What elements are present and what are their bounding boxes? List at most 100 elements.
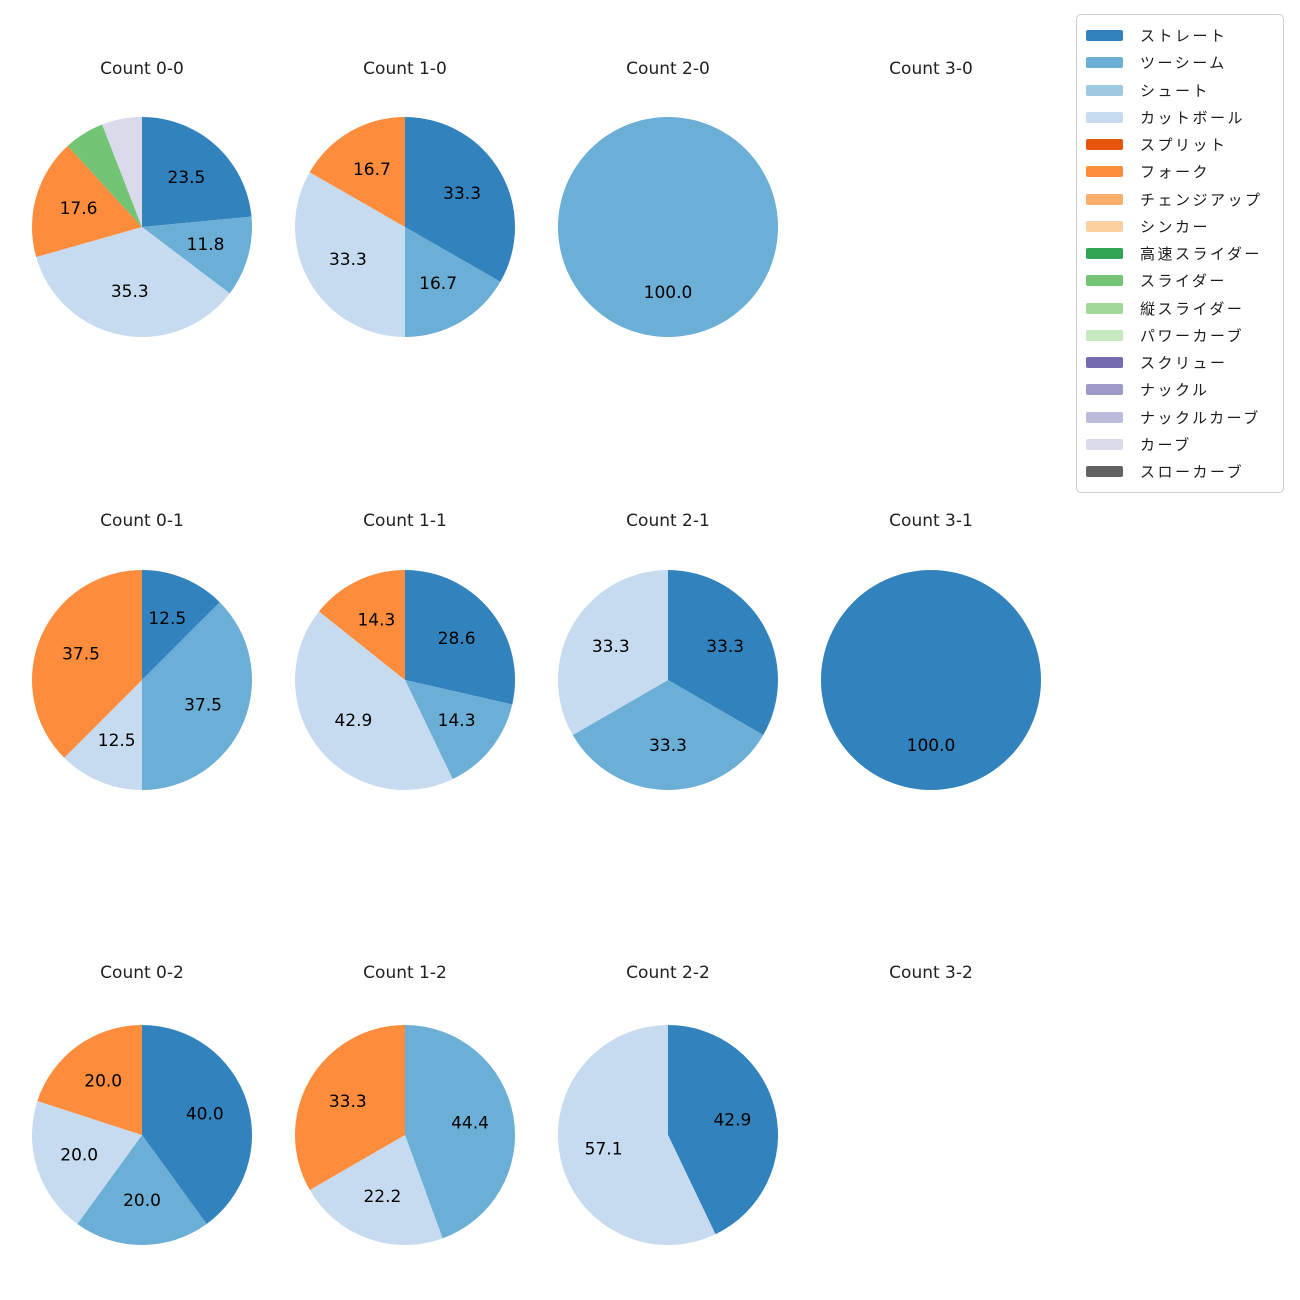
- legend-swatch: [1086, 193, 1123, 205]
- pie-slice-pct-label: 16.7: [353, 160, 391, 180]
- legend-label: スプリット: [1140, 136, 1228, 154]
- pie-slice: [142, 570, 220, 680]
- legend-item: ナックルカーブ: [1086, 404, 1279, 431]
- legend-item: スライダー: [1086, 267, 1279, 294]
- pie-slice-pct-label: 20.0: [84, 1072, 122, 1092]
- pie-slice: [31, 1101, 142, 1224]
- legend-swatch: [1086, 111, 1123, 123]
- chart-title-count-2-1: Count 2-1: [626, 511, 710, 531]
- pie-chart-count-2-0: 100.0: [558, 117, 778, 337]
- legend-swatch: [1086, 57, 1123, 69]
- pie-slice: [309, 117, 405, 227]
- pie-slice: [405, 117, 516, 282]
- pie-slice-pct-label: 35.3: [111, 282, 149, 302]
- pie-chart-count-2-2: 42.9 57.1: [557, 1025, 778, 1245]
- pie-slice: [557, 1025, 716, 1245]
- pie-chart-count-0-0: 23.5 11.8 35.3 17.6: [32, 117, 252, 337]
- pie-slice: [558, 117, 778, 337]
- pie-slice: [405, 680, 513, 780]
- chart-title-count-3-2: Count 3-2: [889, 963, 973, 983]
- pie-slice: [558, 570, 668, 735]
- legend-label: 縦スライダー: [1140, 299, 1245, 318]
- pie-slice-pct-label: 20.0: [60, 1145, 98, 1165]
- pie-slice: [36, 227, 230, 337]
- pie-slice: [32, 570, 143, 758]
- pie-slice-pct-label: 16.7: [419, 274, 457, 294]
- legend-item: ツーシーム: [1086, 49, 1279, 76]
- pie-slice-pct-label: 22.2: [363, 1187, 401, 1207]
- legend-item: シンカー: [1086, 213, 1279, 240]
- pie-slice-pct-label: 33.3: [329, 250, 367, 270]
- pie-slice-pct-label: 37.5: [62, 645, 100, 665]
- legend-swatch: [1086, 248, 1123, 259]
- legend-label: 高速スライダー: [1140, 245, 1262, 263]
- legend-item: スプリット: [1086, 131, 1279, 158]
- legend-item: ストレート: [1086, 22, 1279, 49]
- pie-slice: [572, 680, 764, 790]
- pie-slice: [668, 1025, 778, 1235]
- pie-slice: [309, 1135, 443, 1246]
- legend-item: スローカーブ: [1086, 458, 1279, 485]
- pie-slice-pct-label: 12.5: [98, 731, 136, 751]
- pie-slice-pct-label: 14.3: [357, 611, 395, 631]
- legend-item: チェンジアップ: [1086, 186, 1279, 213]
- pie-slice-pct-label: 14.3: [438, 711, 476, 731]
- legend-swatch: [1086, 275, 1123, 287]
- legend-swatch: [1086, 384, 1123, 396]
- legend-swatch: [1086, 411, 1123, 423]
- legend-item: パワーカーブ: [1086, 322, 1279, 349]
- legend-swatch: [1086, 466, 1123, 477]
- pie-chart-count-0-1: 12.5 37.5 12.5 37.5: [32, 570, 252, 790]
- legend-item: カーブ: [1086, 431, 1279, 458]
- pie-slice-pct-label: 33.3: [706, 637, 744, 657]
- pie-slice: [142, 117, 252, 227]
- pie-slice-pct-label: 17.6: [60, 199, 98, 219]
- pie-slice: [405, 227, 501, 337]
- pie-chart-count-0-2: 40.0 20.0 20.0 20.0: [31, 1025, 253, 1246]
- legend-item: カットボール: [1086, 104, 1279, 131]
- legend-swatch: [1086, 166, 1123, 178]
- pie-slice: [668, 570, 778, 735]
- pie-slice: [32, 145, 142, 258]
- pie-chart-count-1-2: 44.4 22.2 33.3: [295, 1025, 516, 1246]
- legend-swatch: [1086, 139, 1123, 150]
- pie-slice-pct-label: 20.0: [123, 1191, 161, 1211]
- pie-slice: [142, 216, 252, 294]
- legend-label: ナックル: [1140, 381, 1210, 400]
- pie-slice-pct-label: 100.0: [907, 736, 956, 756]
- pie-slice: [67, 124, 142, 227]
- pie-slice-pct-label: 42.9: [334, 711, 372, 731]
- legend-label: フォーク: [1140, 163, 1211, 182]
- chart-title-count-2-2: Count 2-2: [626, 963, 710, 983]
- legend-item: ナックル: [1086, 376, 1279, 403]
- legend-swatch: [1086, 30, 1123, 41]
- legend-label: シュート: [1140, 81, 1211, 100]
- pie-slice: [37, 1025, 142, 1135]
- legend-swatch: [1086, 220, 1123, 232]
- legend-item: シュート: [1086, 77, 1279, 104]
- legend-swatch: [1086, 84, 1123, 96]
- legend-label: チェンジアップ: [1140, 190, 1263, 209]
- legend-label: スクリュー: [1140, 354, 1228, 372]
- chart-title-count-1-1: Count 1-1: [363, 511, 447, 531]
- legend: ストレート ツーシームシュートカットボールスプリットフォークチェンジアップシンカー…: [1076, 14, 1284, 493]
- pie-chart-count-3-1: 100.0: [821, 570, 1041, 790]
- legend-label: スローカーブ: [1140, 463, 1245, 481]
- pie-slice: [102, 117, 142, 227]
- legend-item: 縦スライダー: [1086, 295, 1279, 322]
- legend-swatch: [1086, 357, 1123, 368]
- chart-title-count-1-2: Count 1-2: [363, 963, 447, 983]
- pie-chart-count-1-1: 28.6 14.3 42.9 14.3: [295, 570, 515, 791]
- legend-item: スクリュー: [1086, 349, 1279, 376]
- pie-slice-pct-label: 33.3: [443, 184, 481, 204]
- chart-title-count-0-2: Count 0-2: [100, 963, 184, 983]
- legend-item: 高速スライダー: [1086, 240, 1279, 267]
- pie-slice-pct-label: 33.3: [592, 637, 630, 657]
- legend-swatch: [1086, 329, 1123, 341]
- pie-slice: [295, 611, 453, 791]
- legend-label: パワーカーブ: [1140, 326, 1245, 345]
- pie-slice-pct-label: 44.4: [451, 1114, 489, 1134]
- pie-chart-count-2-1: 33.3 33.3 33.3: [558, 570, 778, 790]
- chart-title-count-3-1: Count 3-1: [889, 511, 973, 531]
